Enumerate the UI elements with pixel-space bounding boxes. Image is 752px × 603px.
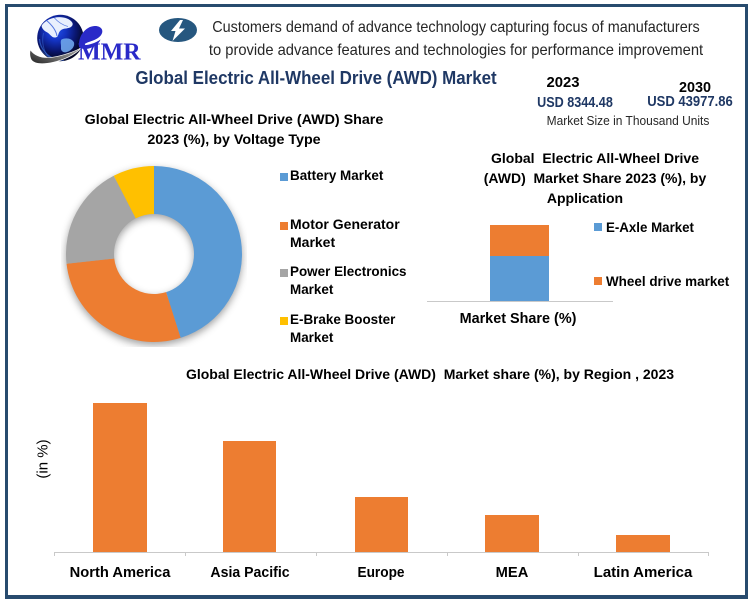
svg-text:MMR: MMR <box>78 40 141 66</box>
